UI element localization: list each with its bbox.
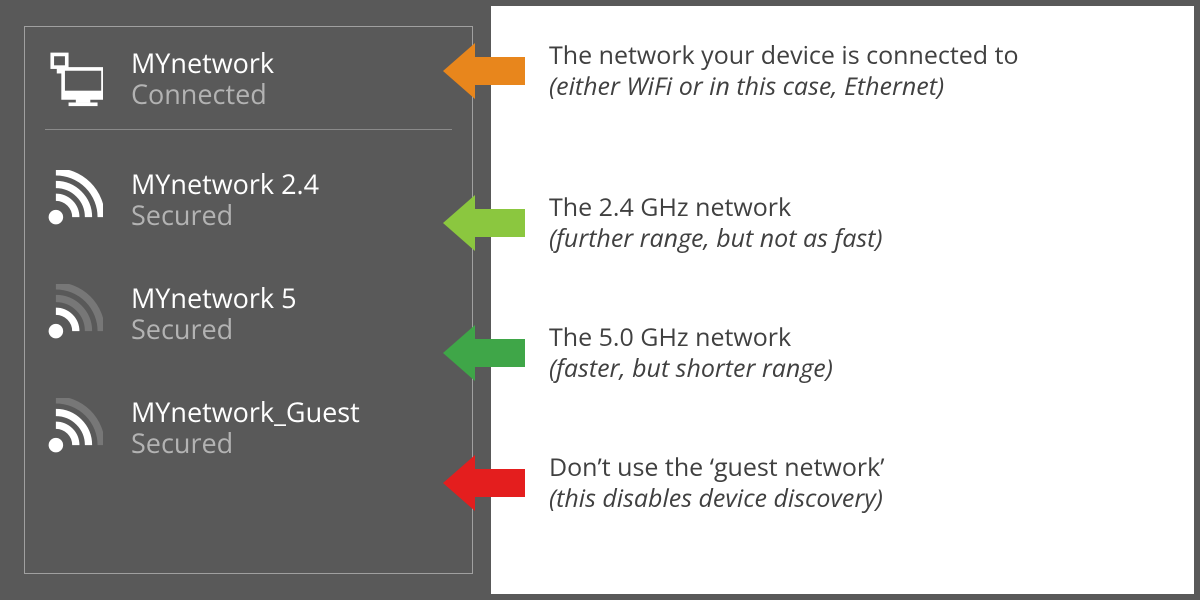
network-list-border: MYnetwork Connected MYnetwork 2.4 Secure… [24,26,473,574]
network-name: MYnetwork 5 [131,282,297,313]
wifi-icon [45,284,103,342]
annotation-panel: The network your device is connected to … [491,6,1194,594]
annotation-sub: (further range, but not as fast) [549,223,882,254]
arrow-left-icon [443,43,525,99]
network-list-panel: MYnetwork Connected MYnetwork 2.4 Secure… [6,6,491,594]
network-name: MYnetwork [131,47,274,78]
wifi-icon [45,398,103,456]
annotation-main: The 5.0 GHz network [549,322,833,353]
annotation-main: The network your device is connected to [549,40,1019,71]
network-row-24[interactable]: MYnetwork 2.4 Secured [25,160,472,244]
network-row-guest[interactable]: MYnetwork_Guest Secured [25,388,472,472]
annotation-sub: (faster, but shorter range) [549,353,833,384]
network-status: Secured [131,313,297,344]
annotation-main: The 2.4 GHz network [549,192,882,223]
network-status: Secured [131,199,319,230]
network-name: MYnetwork_Guest [131,396,360,427]
network-row-connected[interactable]: MYnetwork Connected [25,39,472,123]
annotation-sub: (this disables device discovery) [549,483,885,514]
arrow-left-icon [443,325,525,381]
arrow-left-icon [443,195,525,251]
ethernet-icon [45,49,103,107]
annotation-24: The 2.4 GHz network (further range, but … [491,192,882,255]
annotation-sub: (either WiFi or in this case, Ethernet) [549,71,1019,102]
wifi-icon [45,170,103,228]
annotation-guest: Don’t use the ‘guest network’ (this disa… [491,452,885,515]
annotation-main: Don’t use the ‘guest network’ [549,452,885,483]
network-status: Secured [131,427,360,458]
network-name: MYnetwork 2.4 [131,168,319,199]
network-status: Connected [131,78,274,109]
annotation-connected: The network your device is connected to … [491,40,1019,103]
list-divider [45,129,452,130]
arrow-left-icon [443,455,525,511]
network-row-5[interactable]: MYnetwork 5 Secured [25,274,472,358]
annotation-5: The 5.0 GHz network (faster, but shorter… [491,322,833,385]
